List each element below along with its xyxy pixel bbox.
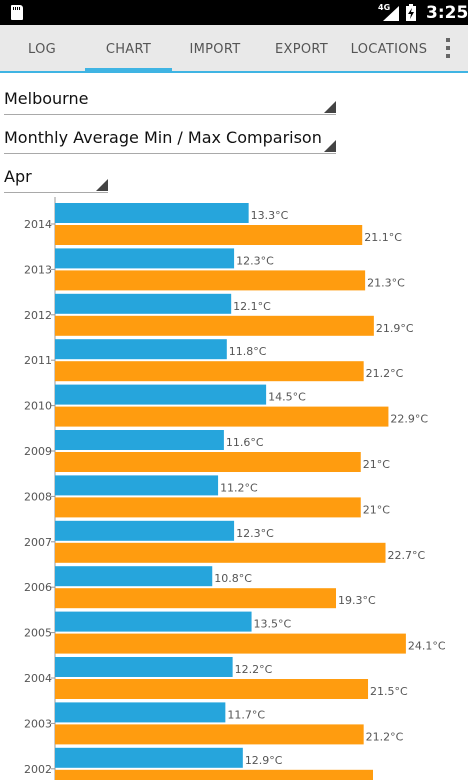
min-temp-label: 11.2°C — [220, 481, 258, 494]
max-temp-bar — [55, 452, 361, 472]
tab-import[interactable]: IMPORT — [189, 42, 241, 57]
chart-type-value: Monthly Average Min / Max Comparison — [4, 128, 322, 147]
max-temp-bar — [55, 724, 364, 745]
year-label: 2013 — [24, 263, 52, 276]
temperature-chart: 2014 13.3°C 21.1°C 2013 12.3°C 21.3°C 2012 12.1… — [0, 197, 468, 780]
max-temp-label: 24.1°C — [408, 640, 446, 653]
tab-log[interactable]: LOG — [28, 42, 56, 57]
max-temp-bar — [55, 225, 363, 245]
min-temp-bar — [55, 384, 267, 405]
max-temp-label: 21°C — [363, 503, 390, 516]
max-temp-bar — [55, 497, 361, 518]
min-temp-label: 12.9°C — [245, 754, 283, 767]
min-temp-bar — [55, 702, 226, 723]
min-temp-label: 11.7°C — [227, 708, 265, 721]
year-label: 2005 — [24, 627, 52, 640]
year-label: 2010 — [24, 400, 52, 413]
min-temp-bar — [55, 475, 219, 496]
year-label: 2007 — [24, 536, 52, 549]
max-temp-label: 21.9°C — [376, 322, 414, 335]
network-type: 4G — [378, 3, 391, 12]
tab-chart[interactable]: CHART — [85, 25, 172, 73]
max-temp-label: 22.7°C — [388, 549, 426, 562]
max-temp-bar — [55, 679, 369, 699]
min-temp-label: 10.8°C — [214, 572, 252, 585]
max-temp-label: 21°C — [363, 458, 390, 471]
min-temp-bar — [55, 248, 235, 269]
max-temp-bar — [55, 361, 364, 382]
max-temp-bar — [55, 315, 374, 336]
max-temp-label: 21.1°C — [364, 231, 402, 244]
dropdown-arrow-icon — [96, 179, 108, 191]
max-temp-bar — [55, 633, 406, 654]
min-temp-label: 12.3°C — [236, 254, 274, 267]
max-temp-bar — [55, 769, 373, 780]
location-spinner[interactable]: Melbourne — [4, 86, 336, 115]
max-temp-bar — [55, 406, 389, 427]
min-temp-bar — [55, 293, 232, 314]
year-label: 2009 — [24, 445, 52, 458]
min-temp-bar — [55, 747, 243, 768]
min-temp-bar — [55, 203, 249, 223]
year-label: 2003 — [24, 717, 52, 730]
max-temp-label: 21.5°C — [370, 685, 408, 698]
year-label: 2014 — [24, 218, 52, 231]
max-temp-bar — [55, 270, 366, 291]
min-temp-label: 11.8°C — [229, 345, 267, 358]
battery-icon — [406, 4, 416, 21]
month-value: Apr — [4, 167, 32, 186]
min-temp-label: 12.3°C — [236, 527, 274, 540]
min-temp-label: 13.3°C — [251, 209, 289, 222]
dropdown-arrow-icon — [324, 140, 336, 152]
year-label: 2004 — [24, 672, 52, 685]
year-label: 2011 — [24, 354, 52, 367]
clock: 3:25 — [426, 3, 468, 23]
min-temp-bar — [55, 657, 233, 677]
min-temp-bar — [55, 566, 213, 587]
month-spinner[interactable]: Apr — [4, 164, 108, 193]
signal-icon — [383, 6, 399, 21]
tab-locations[interactable]: LOCATIONS — [350, 42, 428, 57]
status-bar: 4G 3:25 — [0, 0, 468, 25]
min-temp-label: 12.1°C — [233, 300, 271, 313]
tab-bar: LOG CHART IMPORT EXPORT LOCATIONS — [0, 25, 468, 73]
tab-export[interactable]: EXPORT — [274, 42, 329, 57]
min-temp-bar — [55, 611, 252, 632]
dropdown-arrow-icon — [324, 101, 336, 113]
min-temp-label: 11.6°C — [226, 436, 264, 449]
max-temp-label: 21.2°C — [366, 730, 404, 743]
chart-type-spinner[interactable]: Monthly Average Min / Max Comparison — [4, 125, 336, 154]
min-temp-bar — [55, 520, 235, 541]
min-temp-label: 13.5°C — [254, 618, 292, 631]
min-temp-label: 14.5°C — [268, 391, 306, 404]
overflow-menu-icon[interactable] — [443, 38, 453, 64]
max-temp-bar — [55, 542, 386, 563]
min-temp-label: 12.2°C — [235, 663, 273, 676]
max-temp-label: 21.3°C — [367, 276, 405, 289]
min-temp-bar — [55, 430, 224, 450]
year-label: 2006 — [24, 581, 52, 594]
max-temp-label: 21.2°C — [366, 367, 404, 380]
max-temp-bar — [55, 588, 337, 609]
year-label: 2012 — [24, 309, 52, 322]
location-value: Melbourne — [4, 89, 89, 108]
sd-card-icon — [11, 5, 23, 20]
year-label: 2002 — [24, 763, 52, 776]
chart-canvas: 2014 13.3°C 21.1°C 2013 12.3°C 21.3°C 2012 12.1… — [24, 197, 446, 780]
year-label: 2008 — [24, 490, 52, 503]
max-temp-label: 22.9°C — [390, 413, 428, 426]
max-temp-label: 19.3°C — [338, 594, 376, 607]
min-temp-bar — [55, 339, 227, 360]
